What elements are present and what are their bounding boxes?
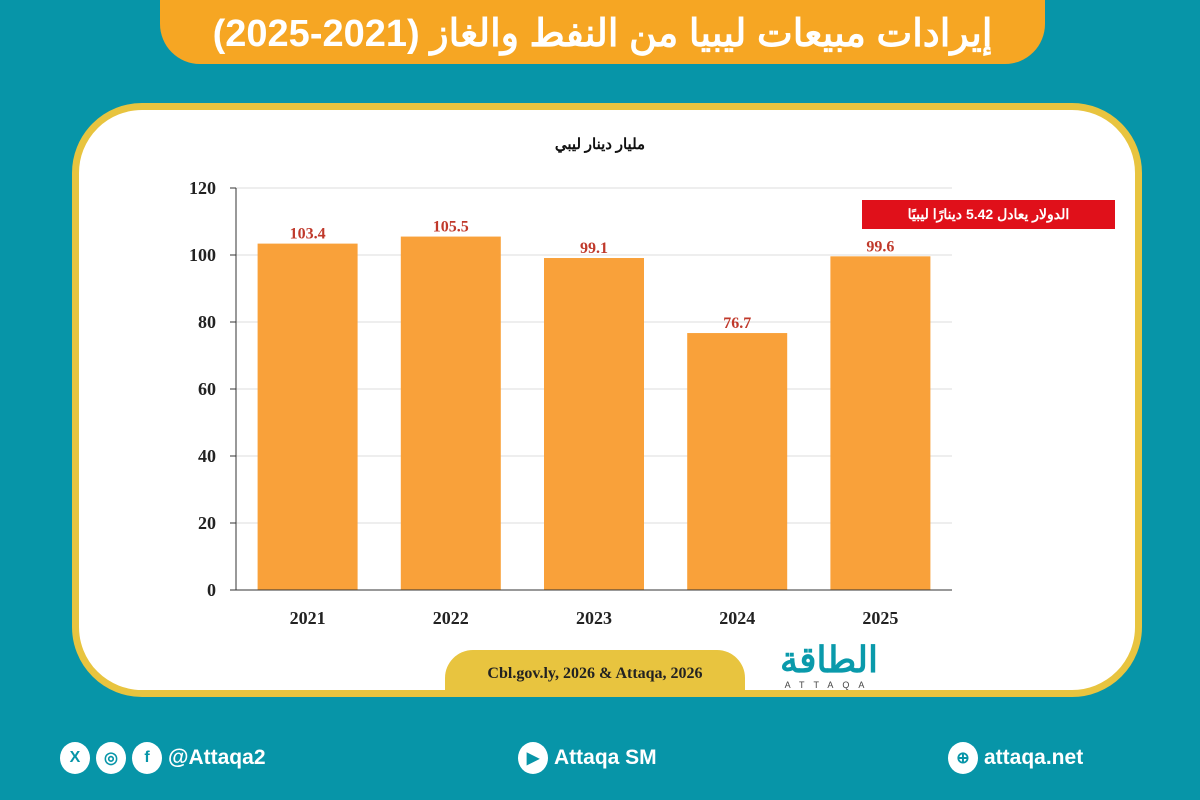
website-url[interactable]: attaqa.net — [984, 746, 1084, 769]
x-tick-label: 2025 — [862, 608, 898, 628]
x-icon[interactable]: X — [60, 742, 90, 774]
data-label: 99.1 — [580, 240, 608, 257]
x-tick-label: 2023 — [576, 608, 612, 628]
x-tick-label: 2021 — [290, 608, 326, 628]
page-title: إيرادات مبيعات ليبيا من النفط والغاز (20… — [212, 13, 993, 55]
bar-2021 — [257, 243, 358, 591]
y-tick-label: 40 — [198, 446, 216, 466]
bar-2024 — [687, 333, 788, 590]
exchange-rate-note: الدولار يعادل 5.42 دينارًا ليبيًا — [862, 200, 1115, 229]
youtube-link: ▶ Attaqa SM — [518, 742, 657, 774]
logo-english: ATTAQA — [784, 680, 874, 690]
logo-arabic: الطاقة — [780, 639, 878, 680]
youtube-icon[interactable]: ▶ — [518, 742, 548, 774]
x-tick-label: 2022 — [433, 608, 469, 628]
y-tick-label: 20 — [198, 513, 216, 533]
y-tick-label: 0 — [207, 580, 216, 600]
bar-2023 — [544, 258, 644, 590]
social-links: X ◎ f @Attaqa2 — [60, 742, 266, 774]
y-tick-label: 60 — [198, 379, 216, 399]
globe-icon[interactable]: ⊕ — [948, 742, 978, 774]
bar-2025 — [830, 256, 931, 590]
y-tick-label: 120 — [189, 178, 216, 198]
data-label: 105.5 — [433, 219, 469, 236]
facebook-icon[interactable]: f — [132, 742, 162, 774]
title-banner: إيرادات مبيعات ليبيا من النفط والغاز (20… — [160, 0, 1045, 64]
social-handle[interactable]: @Attaqa2 — [168, 746, 266, 769]
source-label: Cbl.gov.ly, 2026 & Attaqa, 2026 — [445, 650, 745, 697]
y-axis-unit-label: مليار دينار ليبي — [554, 137, 646, 153]
data-label: 76.7 — [723, 315, 751, 332]
instagram-icon[interactable]: ◎ — [96, 742, 126, 774]
bar-2022 — [400, 236, 501, 590]
website-link: ⊕ attaqa.net — [948, 742, 1083, 774]
y-tick-label: 80 — [198, 312, 216, 332]
attaqa-logo: الطاقة ATTAQA — [780, 639, 878, 691]
data-label: 103.4 — [290, 226, 326, 243]
y-tick-label: 100 — [189, 245, 216, 265]
data-label: 99.6 — [866, 238, 894, 255]
youtube-handle[interactable]: Attaqa SM — [554, 746, 657, 769]
x-tick-label: 2024 — [719, 608, 755, 628]
